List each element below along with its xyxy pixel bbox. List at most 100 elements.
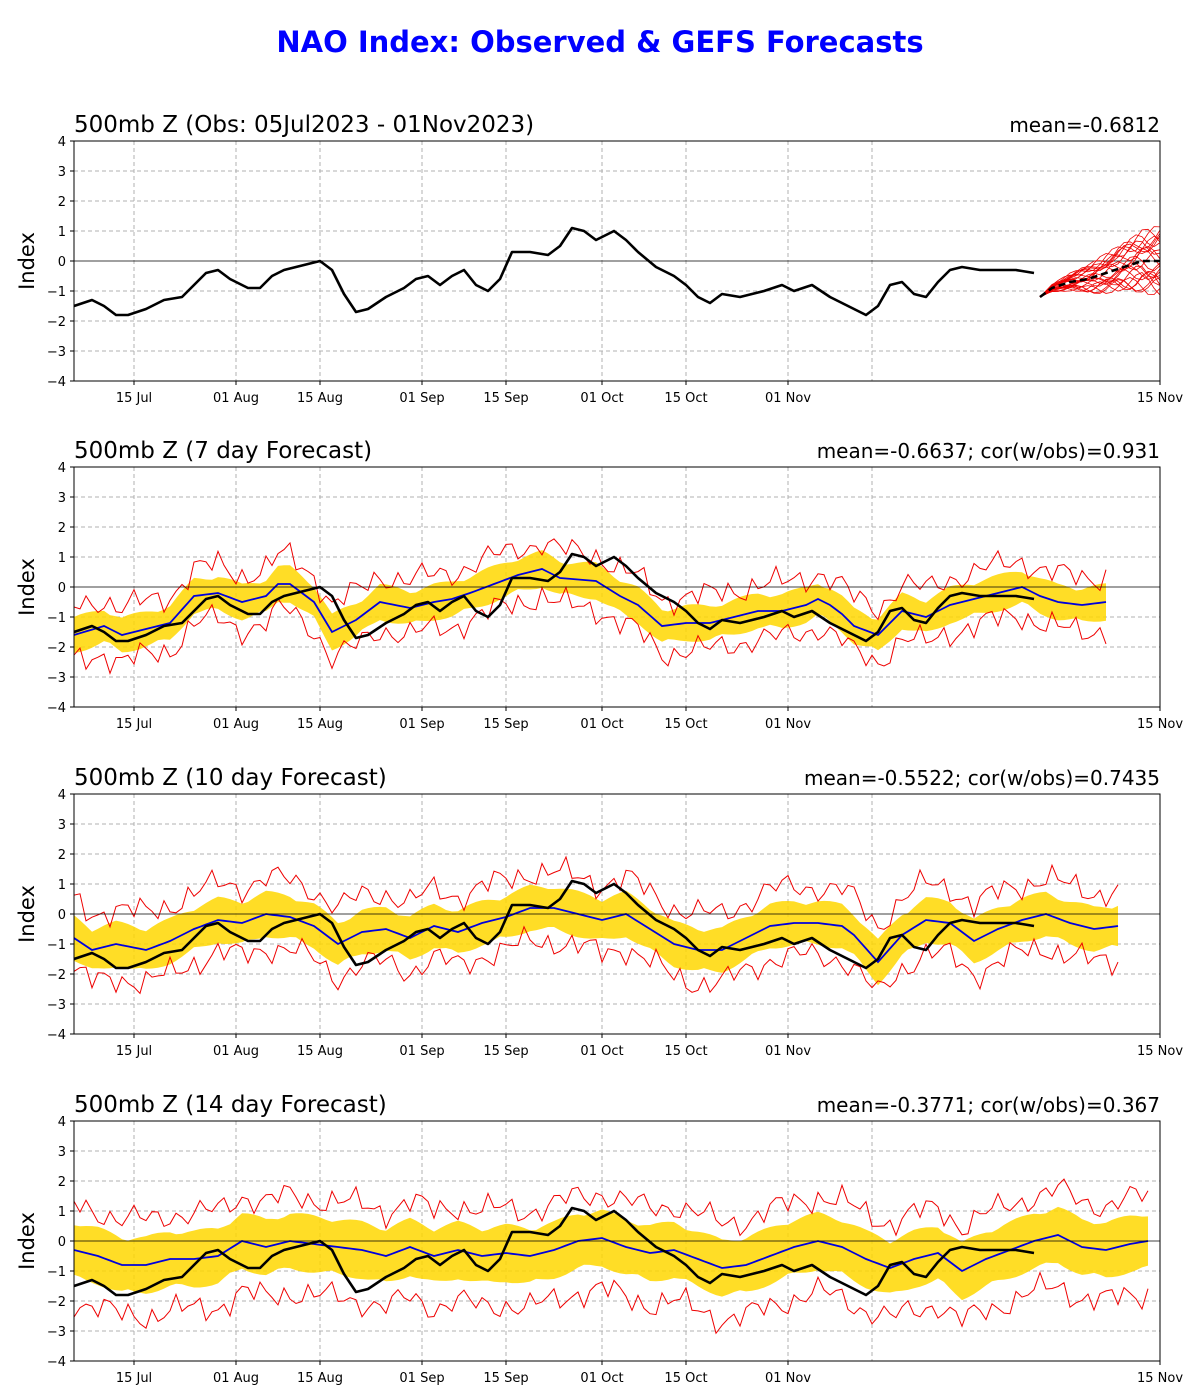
observed-line <box>74 879 1035 970</box>
y-tick-label: 2 <box>58 848 66 863</box>
panel-title: 500mb Z (10 day Forecast) <box>74 765 387 791</box>
x-tick-label: 15 Jul <box>116 1044 152 1059</box>
y-tick-label: 0 <box>58 581 66 596</box>
ensemble-member-line <box>1039 262 1160 298</box>
spread-band <box>74 1206 1148 1301</box>
x-tick-label: 01 Sep <box>399 1044 444 1059</box>
plot-area <box>74 794 1160 1034</box>
y-tick-label: −1 <box>47 938 66 953</box>
y-tick-label: −3 <box>47 1325 66 1340</box>
ensemble-member-line <box>1039 270 1160 298</box>
chart-panel-2: 500mb Z (7 day Forecast) mean=-0.6637; co… <box>15 438 1183 732</box>
x-tick-label: 15 Nov <box>1137 717 1183 732</box>
y-tick-label: −2 <box>47 1295 66 1310</box>
y-tick-label: 3 <box>58 818 66 833</box>
y-tick-label: −4 <box>47 375 66 390</box>
chart-panel-3: 500mb Z (10 day Forecast) mean=-0.5522; c… <box>15 765 1183 1059</box>
y-tick-label: 4 <box>58 1115 66 1130</box>
y-axis-label: Index <box>15 1212 39 1270</box>
y-tick-label: 1 <box>58 878 66 893</box>
observed-line <box>74 226 1035 317</box>
x-tick-label: 15 Jul <box>116 717 152 732</box>
x-tick-label: 01 Sep <box>399 717 444 732</box>
y-tick-label: 3 <box>58 491 66 506</box>
y-tick-label: 1 <box>58 551 66 566</box>
y-tick-label: −4 <box>47 701 66 716</box>
upper-extreme-line <box>74 538 1107 621</box>
chart-panels: 500mb Z (Obs: 05Jul2023 - 01Nov2023) mean… <box>15 112 1183 1386</box>
x-tick-label: 15 Sep <box>483 717 528 732</box>
ensemble-member-line <box>1039 228 1160 298</box>
y-tick-label: −1 <box>47 285 66 300</box>
observed-line <box>74 552 1035 643</box>
x-tick-label: 01 Nov <box>765 717 811 732</box>
chart-panel-1: 500mb Z (Obs: 05Jul2023 - 01Nov2023) mean… <box>15 112 1183 406</box>
x-tick-label: 15 Sep <box>483 1371 528 1386</box>
panel-title: 500mb Z (Obs: 05Jul2023 - 01Nov2023) <box>74 112 534 138</box>
y-tick-label: −2 <box>47 968 66 983</box>
x-tick-label: 15 Oct <box>664 391 707 406</box>
lower-extreme-line <box>74 925 1119 995</box>
y-tick-label: 3 <box>58 165 66 180</box>
plot-area <box>74 141 1160 381</box>
plot-area <box>74 1121 1160 1361</box>
x-tick-label: 01 Oct <box>580 391 623 406</box>
y-tick-label: 4 <box>58 135 66 150</box>
x-tick-label: 15 Aug <box>297 391 343 406</box>
x-tick-label: 01 Sep <box>399 1371 444 1386</box>
panel-stats: mean=-0.3771; cor(w/obs)=0.367 <box>817 1093 1160 1117</box>
lower-extreme-line <box>74 1271 1149 1335</box>
y-axis-label: Index <box>15 232 39 290</box>
x-tick-label: 01 Nov <box>765 1044 811 1059</box>
y-tick-label: −2 <box>47 315 66 330</box>
x-tick-label: 01 Oct <box>580 717 623 732</box>
x-tick-label: 15 Sep <box>483 1044 528 1059</box>
observed-line <box>74 1206 1035 1297</box>
y-tick-label: 2 <box>58 1175 66 1190</box>
x-tick-label: 15 Nov <box>1137 391 1183 406</box>
x-tick-label: 15 Oct <box>664 1371 707 1386</box>
x-tick-label: 01 Oct <box>580 1044 623 1059</box>
x-tick-label: 15 Sep <box>483 391 528 406</box>
ensemble-member-line <box>1039 226 1160 298</box>
chart-panel-4: 500mb Z (14 day Forecast) mean=-0.3771; c… <box>15 1092 1183 1386</box>
spread-band <box>74 550 1106 653</box>
plot-area <box>74 467 1160 707</box>
y-tick-label: 4 <box>58 788 66 803</box>
panel-stats: mean=-0.5522; cor(w/obs)=0.7435 <box>804 766 1160 790</box>
x-tick-label: 15 Nov <box>1137 1044 1183 1059</box>
y-tick-label: −3 <box>47 671 66 686</box>
ensemble-member-line <box>1039 275 1160 298</box>
y-tick-label: −3 <box>47 345 66 360</box>
y-tick-label: −1 <box>47 611 66 626</box>
y-tick-label: 4 <box>58 461 66 476</box>
x-tick-label: 01 Aug <box>213 391 259 406</box>
x-tick-label: 01 Nov <box>765 1371 811 1386</box>
ensemble-mean-forecast-line <box>1039 259 1160 299</box>
x-tick-label: 15 Aug <box>297 1371 343 1386</box>
y-axis-label: Index <box>15 885 39 943</box>
x-tick-label: 01 Sep <box>399 391 444 406</box>
y-tick-label: −3 <box>47 998 66 1013</box>
y-tick-label: −2 <box>47 641 66 656</box>
x-tick-label: 01 Nov <box>765 391 811 406</box>
upper-extreme-line <box>74 855 1119 930</box>
x-tick-label: 15 Oct <box>664 1044 707 1059</box>
ensemble-member-line <box>1039 233 1160 298</box>
x-tick-label: 15 Aug <box>297 1044 343 1059</box>
y-tick-label: −4 <box>47 1028 66 1043</box>
x-tick-label: 15 Nov <box>1137 1371 1183 1386</box>
lower-extreme-line <box>74 585 1107 675</box>
ensemble-member-line <box>1039 229 1160 298</box>
y-tick-label: −1 <box>47 1265 66 1280</box>
page-title: NAO Index: Observed & GEFS Forecasts <box>276 25 923 59</box>
y-tick-label: 2 <box>58 195 66 210</box>
y-tick-label: 1 <box>58 1205 66 1220</box>
panel-title: 500mb Z (14 day Forecast) <box>74 1092 387 1118</box>
y-axis-label: Index <box>15 558 39 616</box>
y-tick-label: 1 <box>58 225 66 240</box>
forecast-mean-line <box>74 907 1119 964</box>
x-tick-label: 01 Aug <box>213 1044 259 1059</box>
panel-stats: mean=-0.6812 <box>1009 113 1160 137</box>
x-tick-label: 01 Aug <box>213 1371 259 1386</box>
